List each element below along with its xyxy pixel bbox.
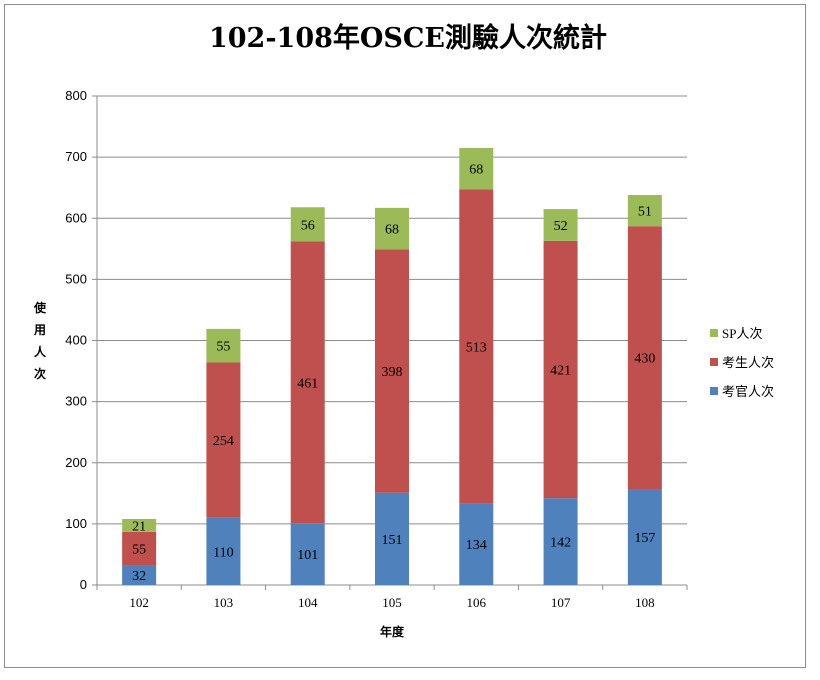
y-tick-label: 700 <box>65 149 87 164</box>
y-tick-label: 200 <box>65 455 87 470</box>
x-tick-label: 104 <box>298 595 318 610</box>
bar-segment <box>627 226 662 490</box>
y-tick-label: 800 <box>65 88 87 103</box>
bar-segment <box>627 195 662 227</box>
bar-segment <box>459 503 494 585</box>
data-label: 32 <box>132 569 146 584</box>
y-axis-title-char: 人 <box>34 344 47 359</box>
data-label: 56 <box>301 218 315 233</box>
bar-segment <box>375 249 409 493</box>
data-label: 513 <box>466 340 487 355</box>
x-tick-label: 103 <box>214 595 234 610</box>
bar-segment <box>290 207 325 242</box>
y-tick-label: 0 <box>80 577 87 592</box>
data-label: 421 <box>550 364 571 379</box>
data-label: 151 <box>382 533 403 548</box>
data-label: 398 <box>382 365 403 380</box>
y-axis-title-char: 次 <box>34 366 46 381</box>
data-label: 68 <box>469 163 483 178</box>
bar-segment <box>290 241 325 524</box>
bar-segment <box>627 489 662 585</box>
bar-segment <box>459 189 494 504</box>
x-tick-label: 105 <box>382 595 402 610</box>
y-tick-label: 100 <box>65 516 87 531</box>
legend-swatch <box>710 329 718 337</box>
data-label: 430 <box>634 352 655 367</box>
bar-segment <box>206 517 241 585</box>
bar-segment <box>375 492 409 585</box>
data-labels: 32 55 21 110 254 55 101 461 56 151 398 68 134 513 68 14… <box>132 163 655 584</box>
x-tick-label: 107 <box>551 595 571 610</box>
bar-segment <box>543 209 578 241</box>
x-tick-label: 108 <box>635 595 655 610</box>
bar-segment <box>375 207 409 250</box>
data-label: 157 <box>634 531 655 546</box>
data-label: 101 <box>297 548 318 563</box>
legend-label: SP人次 <box>722 326 762 341</box>
data-label: 51 <box>638 205 652 220</box>
bar-segment <box>122 531 157 566</box>
data-label: 110 <box>213 545 233 560</box>
y-axis-title-char: 使 <box>33 300 47 315</box>
bar-segment <box>459 147 494 190</box>
bar-segment <box>122 565 157 585</box>
bar-segment <box>122 518 157 532</box>
data-label: 254 <box>213 434 234 449</box>
x-axis-title: 年度 <box>380 624 405 639</box>
data-label: 55 <box>216 340 230 355</box>
data-label: 134 <box>466 538 487 553</box>
legend-label: 考官人次 <box>722 384 774 399</box>
data-label: 142 <box>550 536 571 551</box>
legend-swatch <box>710 358 718 366</box>
chart-title: 102-108年OSCE測驗人次統計 <box>209 22 607 54</box>
data-label: 55 <box>132 543 146 558</box>
x-tick-label: 102 <box>129 595 149 610</box>
legend-label: 考生人次 <box>722 355 774 370</box>
bars <box>122 147 662 585</box>
y-axis-title-char: 用 <box>33 323 46 337</box>
bar-segment <box>206 362 241 518</box>
legend-swatch <box>710 387 718 395</box>
data-label: 21 <box>132 519 146 534</box>
data-label: 461 <box>297 376 318 391</box>
bar-segment <box>206 328 241 363</box>
bar-segment <box>543 240 578 499</box>
y-tick-label: 300 <box>65 394 87 409</box>
x-tick-label: 106 <box>467 595 487 610</box>
data-label: 52 <box>554 219 568 234</box>
bar-segment <box>290 523 325 585</box>
y-tick-label: 400 <box>65 333 87 348</box>
bar-segment <box>543 498 578 585</box>
y-tick-label: 500 <box>65 271 87 286</box>
y-tick-label: 600 <box>65 210 87 225</box>
data-label: 68 <box>385 223 399 238</box>
